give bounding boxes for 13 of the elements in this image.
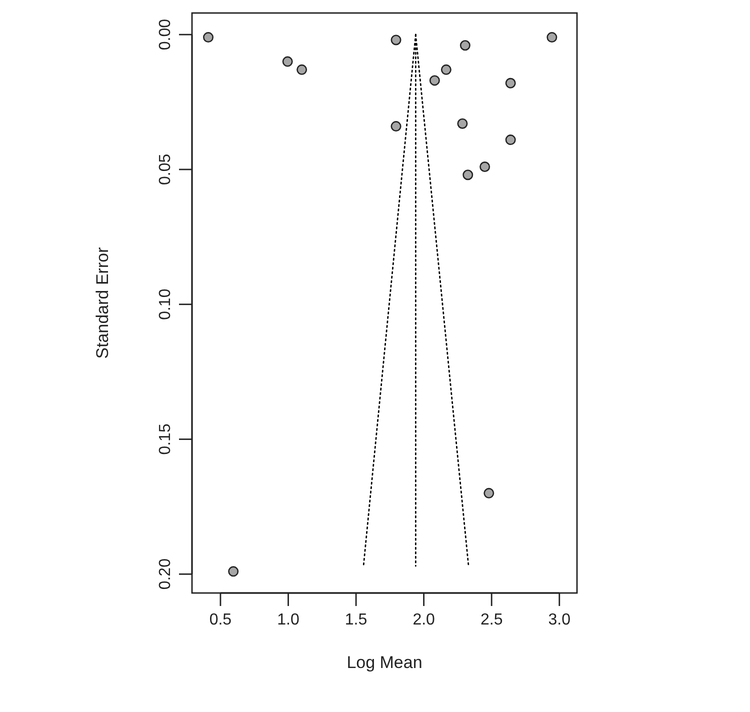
x-tick-label: 2.5 bbox=[480, 611, 503, 628]
x-tick-label: 1.5 bbox=[344, 611, 368, 628]
x-axis-title: Log Mean bbox=[346, 653, 422, 672]
y-tick-label: 0.05 bbox=[157, 154, 174, 186]
y-tick-label: 0.10 bbox=[157, 288, 174, 320]
y-axis-title: Standard Error bbox=[93, 246, 112, 359]
x-tick-label: 3.0 bbox=[548, 611, 571, 628]
x-tick-label: 2.0 bbox=[412, 611, 436, 628]
x-tick-label: 0.5 bbox=[209, 611, 232, 628]
y-tick-label: 0.15 bbox=[157, 424, 174, 455]
y-tick-label: 0.00 bbox=[157, 18, 174, 50]
x-tick-label: 1.0 bbox=[277, 611, 300, 628]
y-tick-label: 0.20 bbox=[157, 558, 174, 590]
